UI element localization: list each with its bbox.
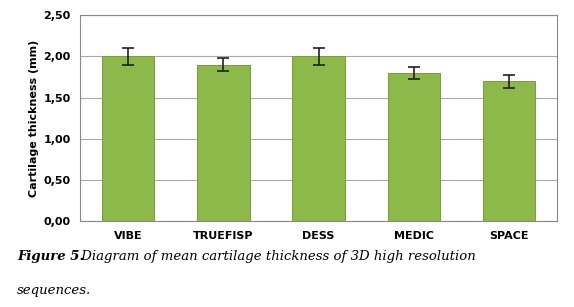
Bar xyxy=(292,56,345,221)
Text: sequences.: sequences. xyxy=(17,284,91,297)
Text: Diagram of mean cartilage thickness of 3D high resolution: Diagram of mean cartilage thickness of 3… xyxy=(77,250,476,263)
Text: Figure 5.: Figure 5. xyxy=(17,250,84,263)
Y-axis label: Cartilage thickness (mm): Cartilage thickness (mm) xyxy=(29,40,39,197)
Bar xyxy=(483,81,535,221)
Bar xyxy=(102,56,154,221)
Bar xyxy=(197,65,250,221)
Bar xyxy=(387,73,440,221)
